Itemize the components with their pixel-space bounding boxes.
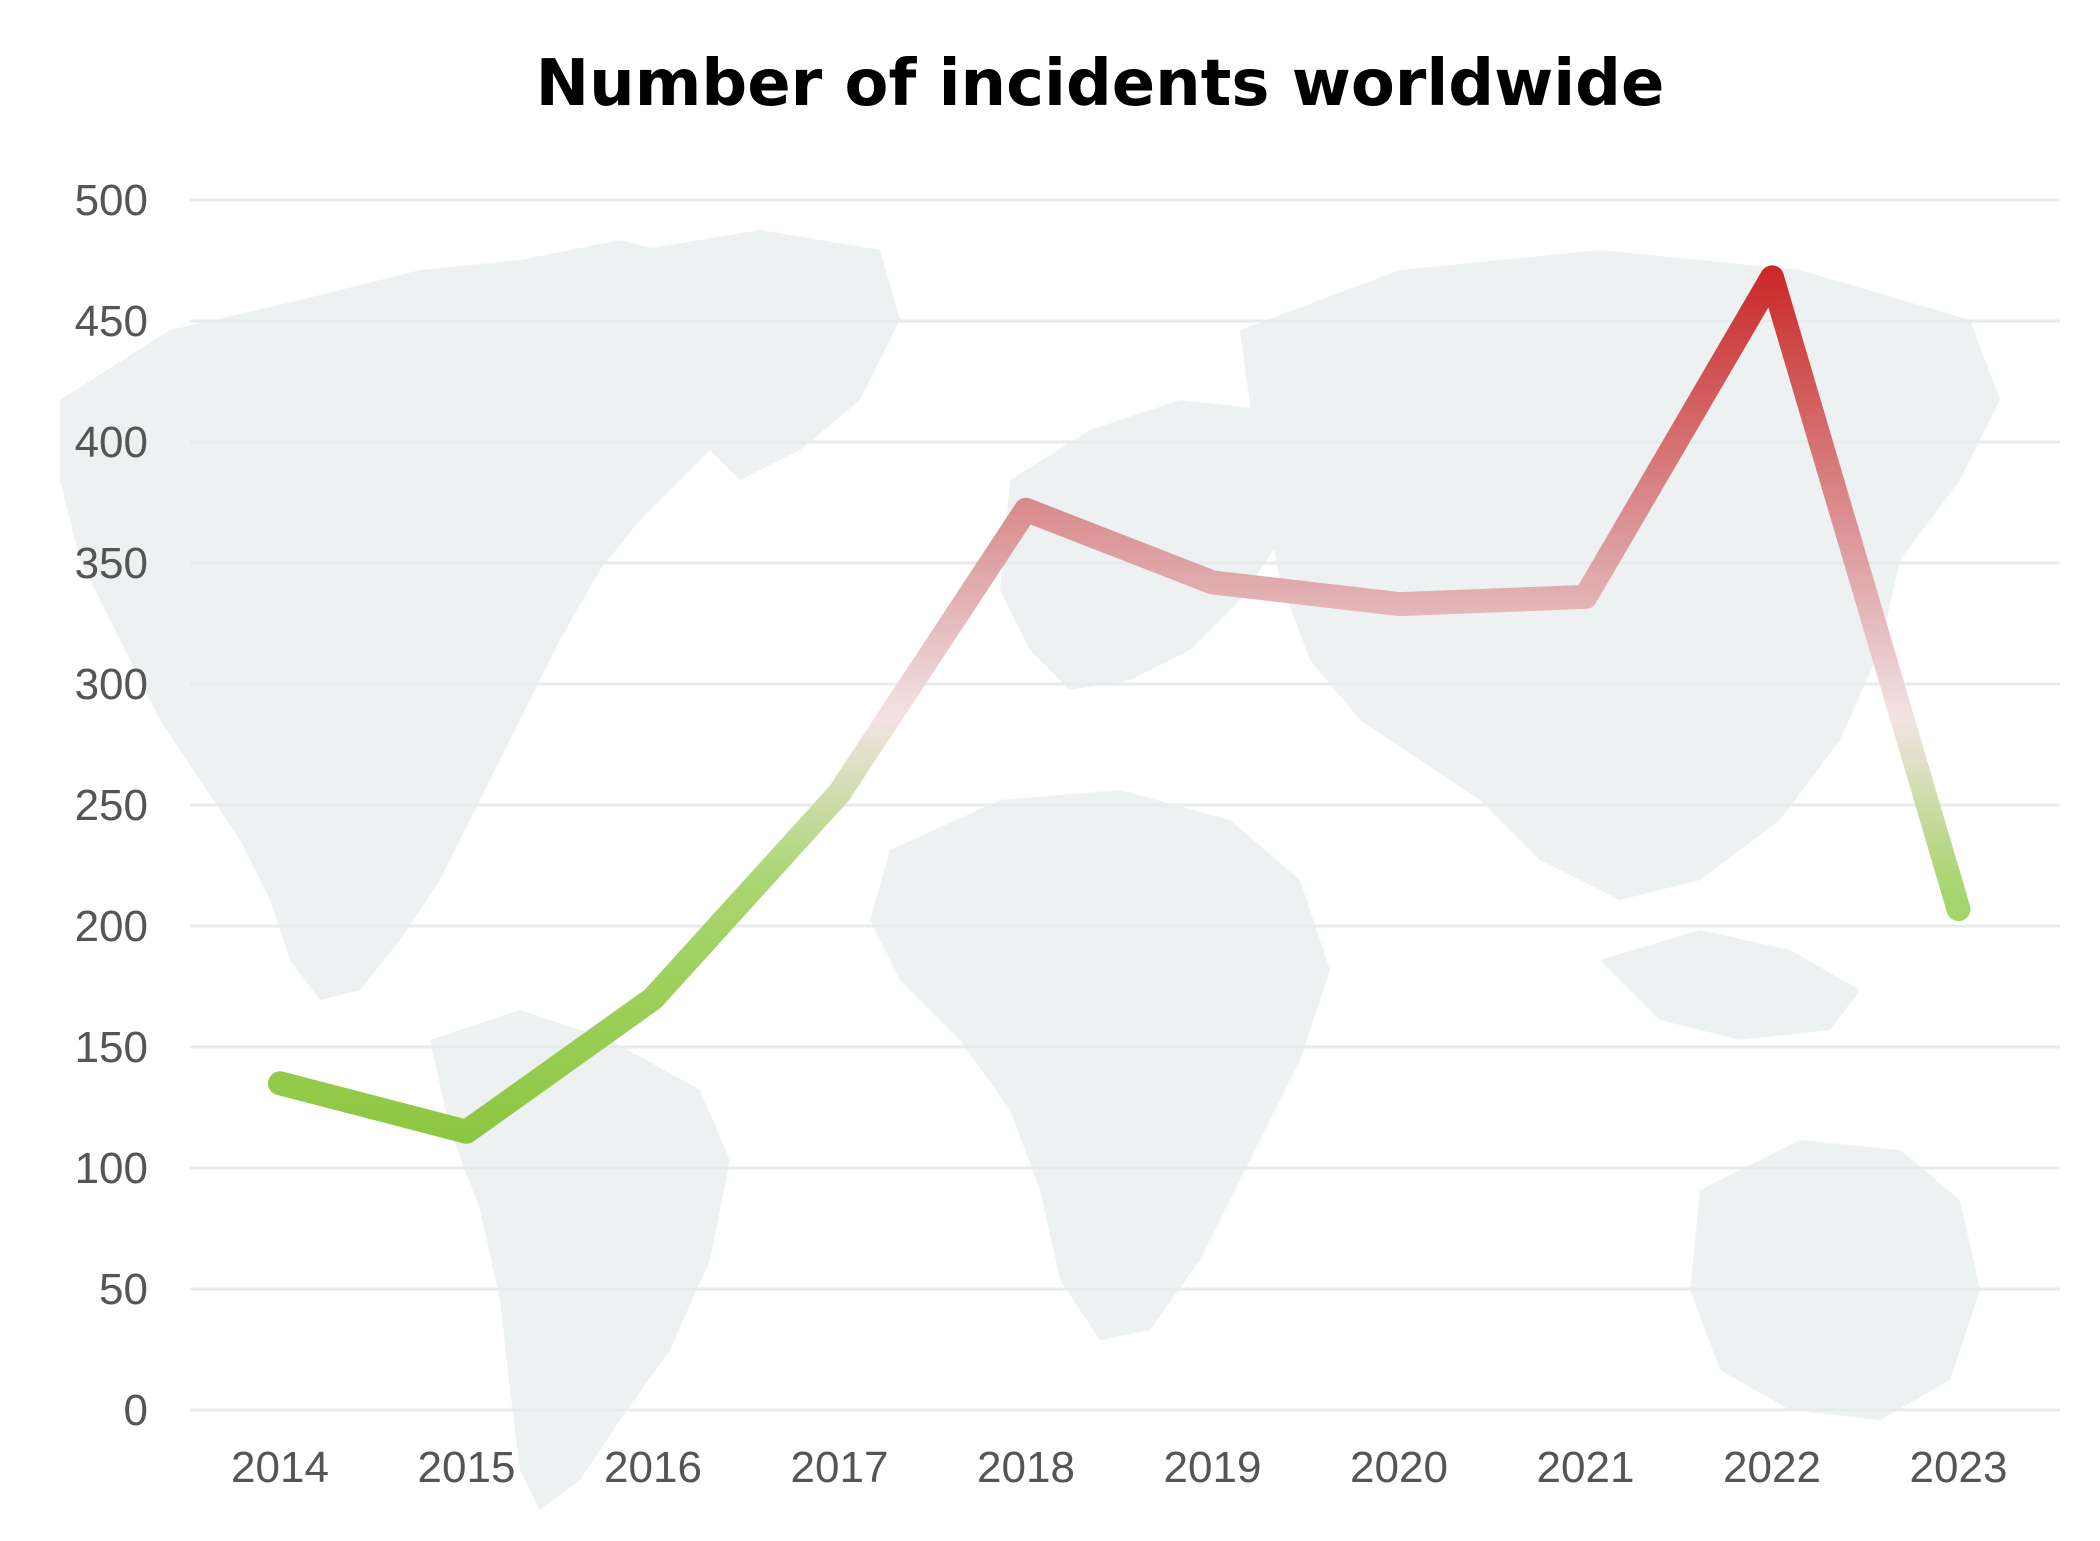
map-greenland <box>640 230 900 480</box>
world-map-background <box>60 230 2000 1510</box>
x-tick-label: 2016 <box>604 1443 702 1492</box>
y-tick-label: 450 <box>75 297 148 346</box>
map-southeast-asia <box>1600 930 1860 1040</box>
x-tick-label: 2018 <box>977 1443 1075 1492</box>
map-north-america <box>60 240 780 1000</box>
y-tick-label: 300 <box>75 660 148 709</box>
y-tick-label: 200 <box>75 902 148 951</box>
y-tick-label: 250 <box>75 781 148 830</box>
data-point-2019 <box>1201 570 1225 594</box>
series-line-group <box>268 265 1971 1144</box>
map-europe <box>1000 400 1300 690</box>
x-tick-label: 2022 <box>1723 1443 1821 1492</box>
y-tick-label: 0 <box>124 1386 148 1435</box>
y-tick-label: 150 <box>75 1023 148 1072</box>
data-point-2020 <box>1387 592 1411 616</box>
y-tick-label: 350 <box>75 539 148 588</box>
y-tick-label: 50 <box>99 1265 148 1314</box>
data-point-2016 <box>641 987 665 1011</box>
data-point-2021 <box>1574 585 1598 609</box>
series-line <box>268 265 1971 1144</box>
y-tick-label: 400 <box>75 418 148 467</box>
x-tick-label: 2020 <box>1350 1443 1448 1492</box>
y-tick-label: 100 <box>75 1144 148 1193</box>
x-tick-label: 2015 <box>418 1443 516 1492</box>
y-axis-ticks: 0 50 100 150 200 250 300 350 400 450 500 <box>75 176 148 1435</box>
x-tick-label: 2023 <box>1910 1443 2008 1492</box>
map-africa <box>870 790 1330 1340</box>
x-tick-label: 2021 <box>1537 1443 1635 1492</box>
gridlines <box>190 198 2060 1412</box>
data-point-2023 <box>1947 897 1971 921</box>
x-axis-ticks: 2014 2015 2016 2017 2018 2019 2020 2021 2022 2023 <box>231 1443 2007 1492</box>
y-tick-label: 500 <box>75 176 148 225</box>
data-point-2022 <box>1760 265 1784 289</box>
chart-title: Number of incidents worldwide <box>536 47 1665 121</box>
data-point-2014 <box>268 1071 292 1095</box>
x-tick-label: 2017 <box>791 1443 889 1492</box>
map-australia <box>1690 1140 1980 1420</box>
x-tick-label: 2014 <box>231 1443 329 1492</box>
map-asia <box>1240 250 2000 900</box>
x-tick-label: 2019 <box>1164 1443 1262 1492</box>
data-point-2018 <box>1014 498 1038 522</box>
data-point-2015 <box>455 1120 479 1144</box>
map-south-america <box>430 1010 730 1510</box>
data-point-2017 <box>828 781 852 805</box>
